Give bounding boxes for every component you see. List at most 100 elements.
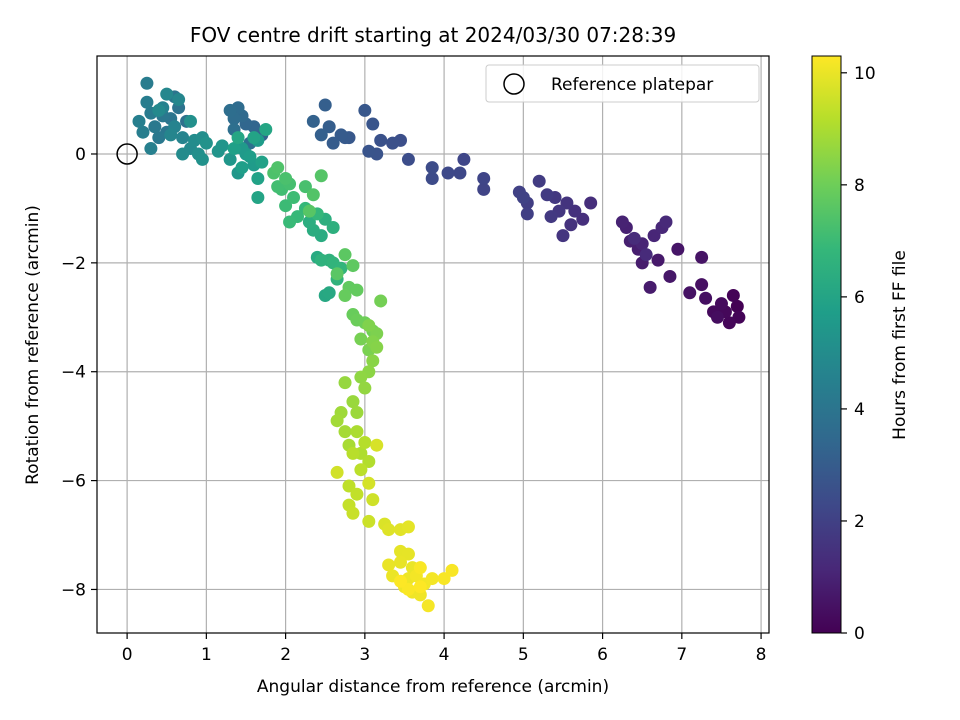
colorbar-tick-label: 8 [854, 176, 865, 196]
data-point [215, 139, 229, 153]
data-point [164, 128, 178, 142]
data-point [477, 171, 491, 185]
data-point [152, 131, 166, 145]
data-point [287, 191, 301, 205]
data-point [322, 286, 336, 300]
data-point [413, 561, 427, 575]
x-axis-label: Angular distance from reference (arcmin) [257, 677, 609, 697]
data-point [639, 248, 653, 262]
data-point [184, 114, 198, 128]
data-point [338, 289, 352, 303]
data-point [413, 580, 427, 594]
data-point [358, 103, 372, 117]
chart-title: FOV centre drift starting at 2024/03/30 … [190, 23, 676, 47]
data-point [520, 207, 534, 221]
data-point [627, 231, 641, 245]
data-point [441, 166, 455, 180]
data-point [176, 147, 190, 161]
data-point [243, 150, 257, 164]
data-point [560, 196, 574, 210]
data-point [338, 248, 352, 262]
data-point [647, 229, 661, 243]
data-point [152, 103, 166, 117]
data-point [386, 136, 400, 150]
colorbar-ticks: 0 2 4 6 8 10 [841, 64, 876, 644]
data-point [732, 310, 746, 324]
data-point [350, 283, 364, 297]
data-point [362, 144, 376, 158]
data-point [532, 174, 546, 188]
data-point [271, 180, 285, 194]
colorbar-tick-label: 10 [854, 64, 876, 84]
data-point [279, 171, 293, 185]
data-point [314, 169, 328, 183]
data-point [354, 332, 368, 346]
data-point [148, 120, 162, 134]
data-point [144, 142, 158, 156]
data-point [425, 572, 439, 586]
data-point [584, 196, 598, 210]
x-tick-label: 8 [756, 645, 767, 665]
x-tick-label: 1 [201, 645, 212, 665]
data-point [231, 131, 245, 145]
data-point [445, 563, 459, 577]
reference-platepar-marker [116, 143, 138, 165]
reference-platepar-group [116, 143, 138, 165]
x-tick-label: 2 [280, 645, 291, 665]
data-point [354, 370, 368, 384]
data-point [140, 95, 154, 109]
data-point [235, 161, 249, 175]
data-point [330, 267, 344, 281]
legend-box [485, 64, 760, 103]
y-tick-label: −2 [61, 254, 86, 274]
colorbar-label: Hours from first FF file [890, 250, 910, 440]
data-point [556, 229, 570, 243]
data-point [318, 98, 332, 112]
data-point [255, 155, 269, 169]
colorbar-tick-label: 2 [854, 512, 865, 532]
data-point [710, 310, 724, 324]
data-point [136, 125, 150, 139]
y-tick-label: 0 [75, 145, 86, 165]
data-point [338, 425, 352, 439]
colorbar-tick-label: 6 [854, 288, 865, 308]
data-point [199, 136, 213, 150]
data-point [172, 93, 186, 107]
data-point [338, 376, 352, 390]
x-tick-label: 5 [518, 645, 529, 665]
data-point [358, 381, 372, 395]
data-point [370, 340, 384, 354]
data-point [651, 253, 665, 267]
data-point [259, 122, 273, 136]
x-tick-label: 6 [597, 645, 608, 665]
plot-frame [96, 55, 770, 634]
data-point [568, 204, 582, 218]
data-point [401, 547, 415, 561]
data-point [358, 435, 372, 449]
data-point [346, 446, 360, 460]
data-point [695, 250, 709, 264]
x-axis-ticks: 0 1 2 3 4 5 6 7 8 [122, 633, 767, 665]
y-tick-label: −4 [61, 363, 86, 383]
data-point [326, 136, 340, 150]
data-point [540, 188, 554, 202]
data-point [227, 142, 241, 156]
data-point [302, 204, 316, 218]
data-point [283, 215, 297, 229]
data-point [457, 152, 471, 166]
data-point [306, 188, 320, 202]
data-point [223, 103, 237, 117]
data-point [247, 131, 261, 145]
data-point [314, 253, 328, 267]
data-point [643, 280, 657, 294]
data-point [516, 191, 530, 205]
data-point [699, 291, 713, 305]
data-point [437, 572, 451, 586]
data-point [394, 555, 408, 569]
data-point [726, 289, 740, 303]
data-point [366, 493, 380, 507]
data-point [477, 182, 491, 196]
data-point [346, 395, 360, 409]
data-point [453, 166, 467, 180]
data-point [330, 414, 344, 428]
